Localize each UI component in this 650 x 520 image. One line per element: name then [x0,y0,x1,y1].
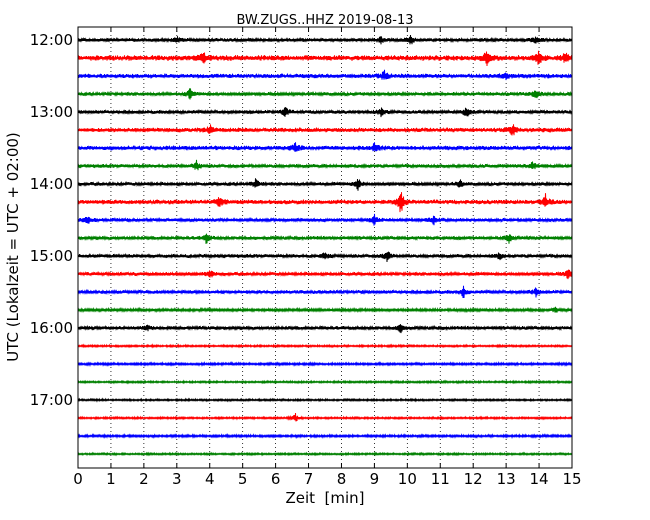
trace-line [77,34,573,45]
y-tick-label: 14:00 [30,175,73,193]
trace-line [77,233,573,244]
x-tick-label: 1 [106,470,116,488]
x-tick-label: 15 [562,470,581,488]
x-tick-label: 5 [238,470,248,488]
x-tick-label: 14 [530,470,549,488]
trace-line [77,269,573,280]
trace-line [77,178,573,191]
trace-line [77,159,573,171]
y-tick-label: 13:00 [30,103,73,121]
y-tick-label: 12:00 [30,31,73,49]
x-tick-label: 10 [398,470,417,488]
x-tick-label: 11 [431,470,450,488]
x-axis-label: Zeit [min] [285,489,364,507]
traces [77,34,573,457]
trace-line [77,360,573,368]
y-axis-ticks: 12:00 13:00 14:00 15:00 16:00 17:00 [30,31,572,409]
trace-line [77,192,573,213]
trace-line [77,142,573,152]
x-tick-label: 0 [73,470,83,488]
x-tick-label: 7 [304,470,314,488]
trace-line [77,343,573,349]
grid-lines [110,27,540,468]
x-tick-label: 4 [205,470,215,488]
y-tick-label: 16:00 [30,319,73,337]
x-tick-label: 8 [337,470,347,488]
trace-line [77,251,573,262]
trace-line [77,69,573,81]
trace-line [77,451,573,457]
plot-frame [77,26,573,469]
trace-line [77,124,573,136]
x-axis-ticks: 0 1 2 3 4 5 6 7 8 9 10 11 12 13 14 15 [73,27,582,488]
trace-line [77,413,573,422]
trace-line [77,306,573,314]
x-tick-label: 9 [370,470,380,488]
y-tick-label: 15:00 [30,247,73,265]
x-tick-label: 13 [497,470,516,488]
trace-line [77,432,573,440]
trace-line [77,88,573,100]
trace-line [77,397,573,403]
trace-line [77,213,573,226]
x-tick-label: 6 [271,470,281,488]
trace-line [77,379,573,385]
trace-line [77,50,573,67]
chart-title: BW.ZUGS..HHZ 2019-08-13 [236,13,413,28]
trace-line [77,324,573,334]
trace-line [77,107,573,118]
x-tick-label: 12 [464,470,483,488]
x-tick-label: 2 [139,470,149,488]
y-axis-label: UTC (Lokalzeit = UTC + 02:00) [4,132,22,362]
trace-line [77,285,573,299]
y-tick-label: 17:00 [30,391,73,409]
x-tick-label: 3 [172,470,182,488]
